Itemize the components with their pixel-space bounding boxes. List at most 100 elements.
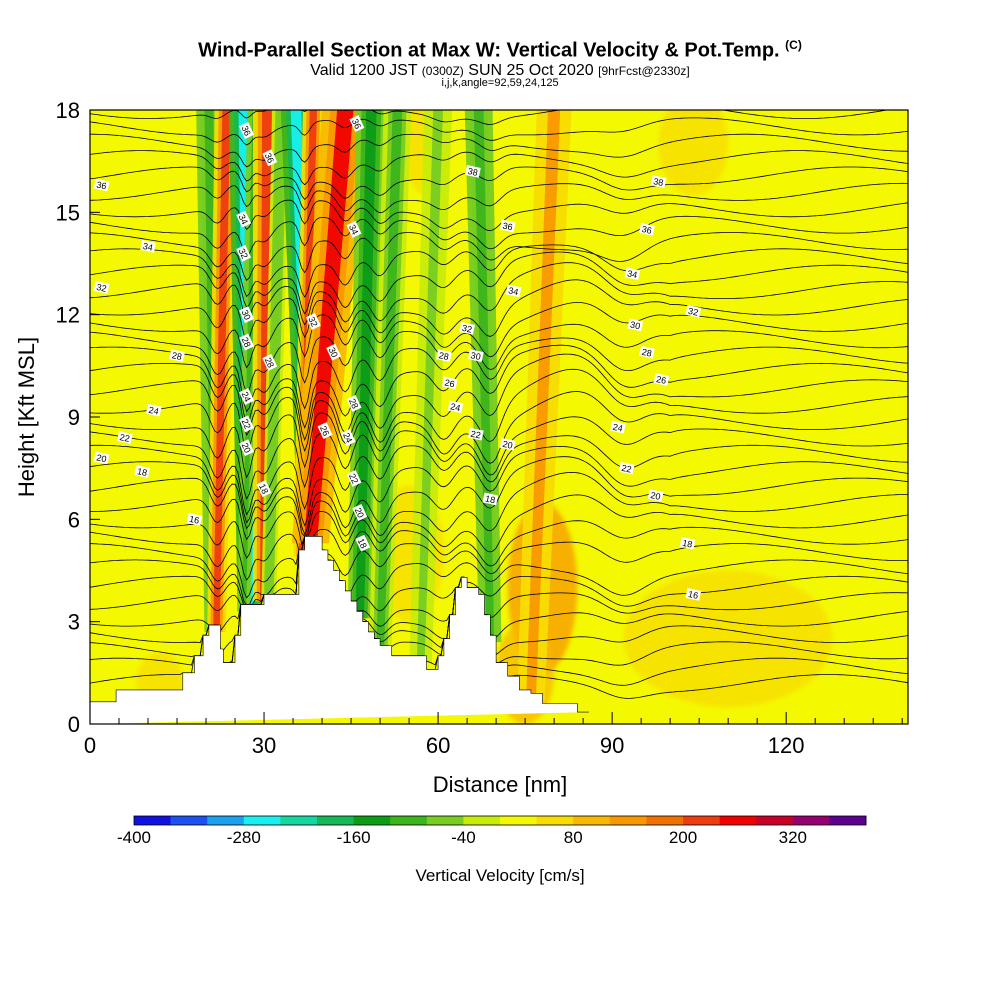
theta-contour [90, 520, 908, 581]
colorbar-label: Vertical Velocity [cm/s] [415, 866, 584, 885]
svg-text:24: 24 [148, 405, 160, 417]
theta-contour [90, 232, 908, 281]
colorbar-swatch [317, 816, 354, 825]
colorbar-swatch [829, 816, 867, 825]
theta-contour [90, 166, 908, 200]
svg-text:20: 20 [650, 490, 662, 502]
contour-labels: 36 34 32 28 24 22 20 18 16 36 36 34 32 30 28 24 22 20 18 28… [93, 115, 702, 601]
velocity-band-shell [526, 110, 561, 701]
svg-text:26: 26 [318, 424, 331, 437]
svg-text:16: 16 [687, 589, 699, 601]
contour-label: 22 [239, 415, 255, 433]
theta-contour [90, 536, 908, 627]
theta-contour [90, 353, 908, 441]
svg-text:22: 22 [119, 432, 131, 444]
svg-text:36: 36 [96, 180, 108, 192]
svg-text:32: 32 [96, 282, 108, 294]
contour-label: 32 [685, 304, 702, 318]
contour-label: 36 [499, 219, 516, 232]
svg-text:26: 26 [655, 374, 667, 386]
colorbar-tick-label: -40 [451, 828, 476, 847]
theta-contour [90, 344, 908, 429]
contour-label: 32 [459, 321, 475, 335]
svg-text:18: 18 [257, 482, 270, 495]
contour-label: 34 [624, 267, 641, 280]
svg-text:28: 28 [438, 350, 450, 362]
theta-contour [90, 279, 908, 342]
velocity-band [409, 110, 452, 663]
theta-contour [90, 182, 908, 214]
theta-contour [90, 416, 908, 500]
svg-text:22: 22 [239, 417, 252, 430]
contour-label: 20 [647, 489, 664, 502]
contour-label: 18 [482, 492, 499, 505]
theta-contour [90, 536, 908, 656]
svg-text:20: 20 [96, 452, 108, 464]
y-axis-label: Height [Kft MSL] [14, 337, 39, 497]
valid-time: Valid 1200 JST [310, 62, 418, 79]
svg-text:36: 36 [350, 117, 363, 130]
svg-text:26: 26 [444, 377, 456, 389]
svg-text:30: 30 [327, 346, 340, 359]
svg-text:36: 36 [641, 224, 653, 236]
contour-label: 30 [467, 349, 484, 362]
colorbar-swatch [609, 816, 647, 825]
velocity-band-shell [416, 110, 443, 663]
colorbar-swatch [243, 816, 281, 825]
contour-label: 22 [116, 431, 133, 444]
y-tick-label: 3 [68, 610, 80, 635]
chart-title: Wind-Parallel Section at Max W: Vertical… [0, 38, 1000, 63]
chart-title-main: Wind-Parallel Section at Max W: Vertical… [198, 39, 780, 62]
svg-text:34: 34 [507, 285, 519, 297]
velocity-band-shell [355, 110, 377, 619]
contour-label: 28 [436, 349, 452, 362]
theta-contour [90, 150, 908, 186]
svg-text:34: 34 [142, 241, 154, 253]
theta-contour [90, 536, 908, 605]
svg-text:30: 30 [470, 350, 482, 362]
contour-label: 32 [236, 244, 252, 262]
colorbar-tick-label: -280 [227, 828, 261, 847]
svg-text:28: 28 [239, 336, 252, 349]
theta-contour [90, 536, 908, 640]
contour-label: 28 [639, 345, 655, 359]
contour-label: 16 [186, 512, 203, 526]
valid-time-utc: (0300Z) [421, 64, 464, 78]
colorbar-tick-label: 200 [669, 828, 697, 847]
y-tick-label: 18 [56, 98, 80, 123]
colorbar-tick-label: -160 [337, 828, 371, 847]
velocity-blob [623, 570, 833, 707]
svg-text:20: 20 [239, 441, 252, 454]
terrain [89, 536, 589, 724]
svg-text:16: 16 [188, 514, 200, 526]
svg-text:32: 32 [237, 247, 250, 260]
contour-label: 30 [239, 306, 255, 324]
velocity-band [464, 110, 502, 643]
svg-text:34: 34 [237, 213, 250, 226]
svg-text:32: 32 [306, 315, 319, 328]
svg-text:18: 18 [136, 466, 148, 478]
copyright-mark: (C) [785, 38, 802, 52]
valid-date: SUN 25 Oct 2020 [468, 62, 594, 79]
colorbar-swatch [792, 816, 830, 825]
colorbar-swatch [353, 816, 391, 825]
contour-label: 28 [346, 394, 362, 412]
contour-label: 20 [93, 451, 110, 464]
svg-text:18: 18 [484, 493, 496, 505]
svg-text:28: 28 [347, 397, 360, 410]
theta-contour [90, 435, 908, 516]
svg-text:34: 34 [626, 268, 638, 280]
x-tick-label: 0 [84, 733, 96, 758]
forecast-info: [9hrFcst@2330z] [598, 64, 690, 78]
contour-label: 18 [256, 480, 272, 498]
velocity-band [261, 110, 291, 602]
contour-label: 38 [650, 175, 667, 188]
theta-contour [90, 302, 908, 369]
svg-text:20: 20 [502, 439, 514, 451]
velocity-band-shell [304, 110, 354, 544]
y-tick-label: 12 [56, 303, 80, 328]
x-tick-label: 30 [252, 733, 276, 758]
contour-label: 36 [349, 115, 365, 133]
svg-text:28: 28 [641, 347, 653, 359]
